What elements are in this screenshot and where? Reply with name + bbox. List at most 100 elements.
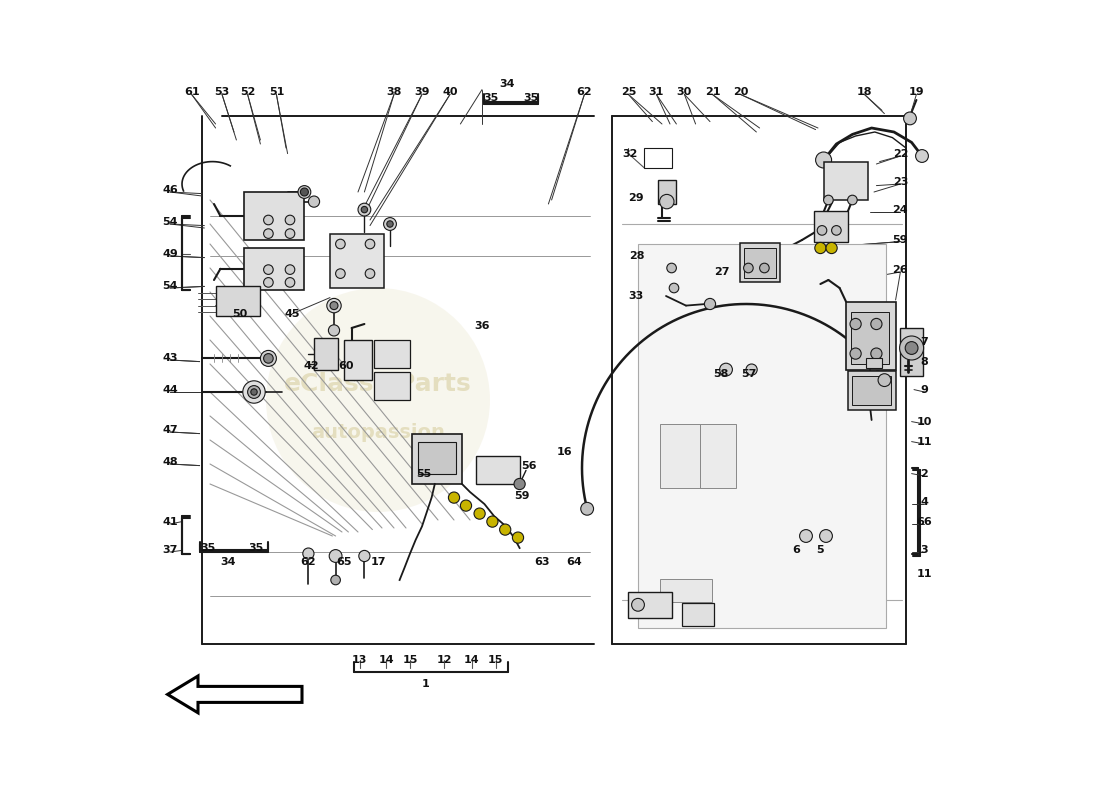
Text: 40: 40 (442, 87, 458, 97)
Circle shape (359, 550, 370, 562)
Bar (638, 244, 886, 628)
Text: 20: 20 (733, 87, 748, 97)
Bar (852, 376, 891, 405)
Bar (658, 180, 675, 204)
Bar (740, 243, 780, 282)
Text: 62: 62 (300, 557, 316, 566)
Circle shape (329, 325, 340, 336)
Circle shape (327, 298, 341, 313)
Text: 35: 35 (483, 93, 498, 102)
Text: 9: 9 (921, 385, 928, 394)
Circle shape (719, 363, 733, 376)
Text: 5: 5 (816, 545, 824, 554)
Text: 6: 6 (792, 545, 801, 554)
Text: 16: 16 (557, 447, 572, 457)
Circle shape (800, 530, 813, 542)
Bar (824, 162, 868, 200)
Circle shape (243, 381, 265, 403)
Circle shape (264, 215, 273, 225)
Circle shape (666, 398, 690, 422)
Circle shape (266, 288, 490, 512)
Circle shape (694, 296, 854, 456)
Text: 7: 7 (921, 338, 928, 347)
Circle shape (905, 342, 918, 354)
Text: 63: 63 (535, 557, 550, 566)
Text: 2: 2 (921, 469, 928, 478)
Text: 15: 15 (488, 655, 504, 665)
Text: 51: 51 (268, 87, 284, 97)
Circle shape (336, 269, 345, 278)
Text: 28: 28 (629, 251, 645, 261)
Circle shape (698, 398, 722, 422)
Text: 55: 55 (416, 469, 431, 478)
Text: 50: 50 (232, 309, 248, 318)
Text: 65: 65 (337, 557, 352, 566)
Circle shape (826, 242, 837, 254)
Text: 39: 39 (415, 87, 430, 97)
Text: 4: 4 (921, 497, 928, 506)
Text: 35: 35 (201, 543, 216, 553)
Circle shape (871, 318, 882, 330)
Circle shape (308, 196, 320, 207)
Text: 15: 15 (403, 655, 418, 665)
Text: 62: 62 (576, 87, 592, 97)
Text: 52: 52 (240, 87, 255, 97)
Bar (374, 372, 410, 400)
Circle shape (264, 229, 273, 238)
Circle shape (361, 206, 367, 213)
Bar (660, 424, 701, 488)
Text: 11: 11 (916, 569, 932, 578)
Text: 35: 35 (249, 543, 264, 553)
Circle shape (487, 516, 498, 527)
Circle shape (815, 242, 826, 254)
Text: 26: 26 (892, 266, 909, 275)
Bar (744, 248, 775, 278)
Circle shape (300, 188, 308, 196)
Text: 29: 29 (628, 193, 645, 202)
Text: 3: 3 (921, 545, 928, 554)
Bar (330, 234, 384, 288)
Text: 54: 54 (163, 281, 178, 290)
Circle shape (850, 348, 861, 359)
Text: 27: 27 (714, 267, 729, 277)
Circle shape (330, 302, 338, 310)
Text: 19: 19 (909, 87, 924, 97)
Circle shape (667, 263, 676, 273)
Circle shape (730, 504, 754, 528)
Text: 25: 25 (620, 87, 636, 97)
Circle shape (871, 348, 882, 359)
Text: 37: 37 (163, 545, 178, 554)
Text: 61: 61 (184, 87, 199, 97)
Circle shape (248, 386, 261, 398)
Text: 59: 59 (893, 235, 909, 245)
Text: 33: 33 (629, 291, 644, 301)
Bar (412, 434, 462, 484)
Circle shape (461, 500, 472, 511)
Bar (850, 312, 889, 364)
Bar (645, 148, 672, 168)
Circle shape (581, 502, 594, 515)
Circle shape (329, 550, 342, 562)
Text: 17: 17 (371, 557, 386, 566)
Text: 38: 38 (386, 87, 402, 97)
Circle shape (384, 218, 396, 230)
Text: 32: 32 (623, 149, 638, 158)
Text: 14: 14 (378, 655, 394, 665)
Circle shape (660, 194, 674, 209)
Circle shape (336, 239, 345, 249)
Text: 41: 41 (162, 517, 178, 526)
Circle shape (365, 239, 375, 249)
Text: 45: 45 (285, 309, 300, 318)
Text: 43: 43 (163, 353, 178, 362)
Text: 13: 13 (352, 655, 367, 665)
Circle shape (387, 221, 393, 227)
Text: autopassion: autopassion (717, 391, 830, 409)
Text: 58: 58 (713, 369, 728, 378)
Circle shape (302, 548, 313, 559)
Text: 18: 18 (857, 87, 872, 97)
Bar (476, 456, 520, 484)
Circle shape (832, 226, 842, 235)
Circle shape (251, 389, 257, 395)
Circle shape (666, 512, 690, 536)
Circle shape (261, 350, 276, 366)
